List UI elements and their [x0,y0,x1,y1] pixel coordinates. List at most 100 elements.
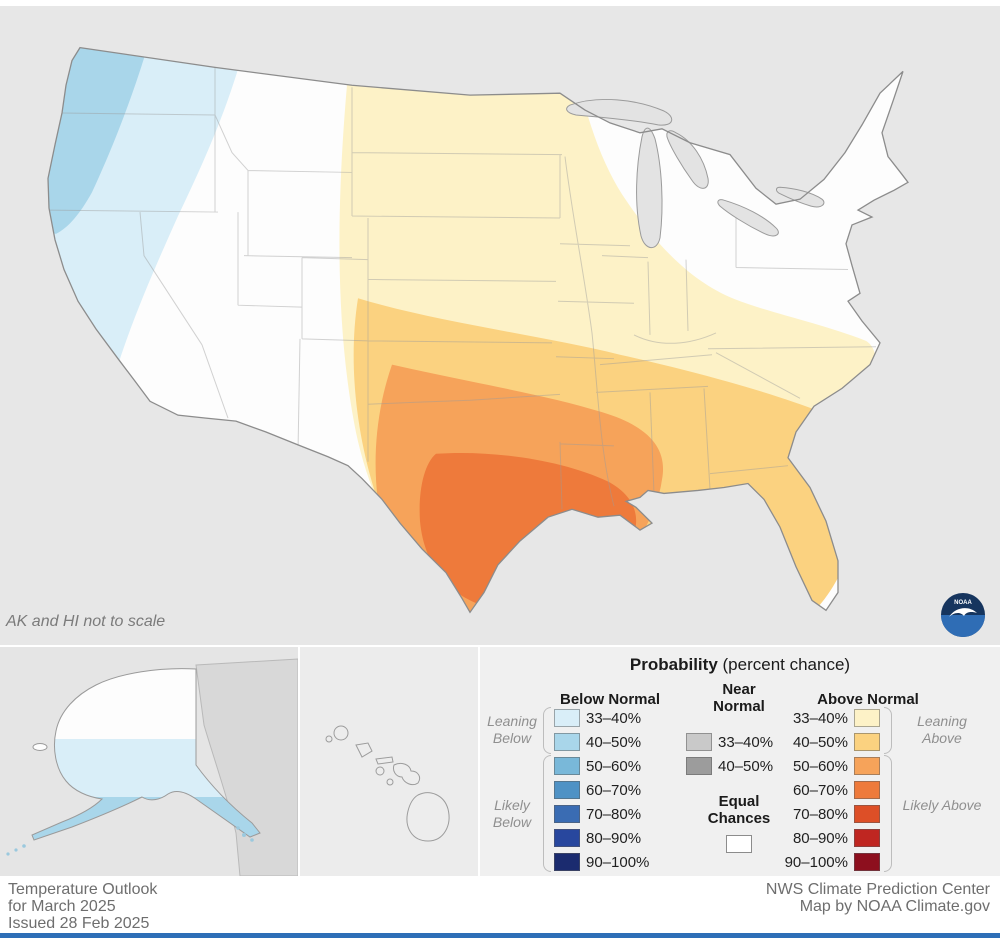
legend-row: 90–100% [774,853,880,871]
legend-row: 70–80% [554,805,649,823]
likely-below-label: Likely Below [492,797,532,830]
lake-erie [717,199,779,237]
us-outline [47,46,909,614]
legend-row: 40–50% [554,733,649,751]
legend-range-label: 90–100% [586,853,650,871]
noaa-logo-ocean [941,615,985,637]
legend-swatch [854,829,880,847]
legend-row: 33–40% [686,733,773,751]
legend-swatch [686,757,712,775]
lake-ontario [776,186,825,208]
legend-range-label: 40–50% [586,733,642,751]
hawaii-inset-panel [300,647,478,876]
noaa-logo-text: NOAA [954,600,972,606]
equal-chances-label: Equal Chances [707,793,771,827]
likely-below-bracket [543,755,551,872]
legend-swatch [554,853,580,871]
great-lakes [566,98,825,249]
conus-map [0,6,1000,645]
likely-above-bracket [884,755,892,872]
legend-row: 50–60% [774,757,880,775]
alaska-map [0,647,298,876]
island-lanai [375,766,385,776]
hawaii-map [300,647,478,876]
noaa-seagull-icon [949,608,977,617]
footer-title-line1: Temperature Outlook [8,881,158,898]
leaning-below-bracket [543,707,551,754]
legend-swatch [554,757,580,775]
legend-range-label: 80–90% [586,829,642,847]
legend-title: Probability (percent chance) [480,655,1000,675]
legend-range-label: 33–40% [792,709,848,727]
footer: Temperature Outlook for March 2025 Issue… [0,876,1000,933]
leaning-above-bracket [884,707,892,754]
above-normal-rows: 33–40% 40–50% 50–60% 60–70% 70–80% 80–90% 90–1… [774,709,880,877]
island-molokai [375,756,394,765]
legend-range-label: 80–90% [792,829,848,847]
island-kahoolawe [386,778,394,786]
legend-range-label: 33–40% [718,733,774,751]
footer-issued-line: Issued 28 Feb 2025 [8,915,150,932]
insets-row: Probability (percent chance) Below Norma… [0,645,1000,876]
legend-swatch [554,829,580,847]
legend-swatch [854,805,880,823]
footer-credit-line2: Map by NOAA Climate.gov [799,898,990,915]
noaa-logo: NOAA [941,593,985,637]
legend-range-label: 60–70% [792,781,848,799]
legend-row: 40–50% [774,733,880,751]
alaska-outline [31,668,261,841]
legend-range-label: 50–60% [586,757,642,775]
legend-range-label: 40–50% [792,733,848,751]
likely-above-label: Likely Above [902,797,982,813]
legend-panel: Probability (percent chance) Below Norma… [480,647,1000,876]
state-borders [49,47,877,510]
leaning-above-label: Leaning Above [917,713,967,746]
legend-row: 80–90% [774,829,880,847]
legend-range-label: 40–50% [718,757,774,775]
island-maui [393,762,421,786]
legend-row: 60–70% [774,781,880,799]
legend-range-label: 33–40% [586,709,642,727]
legend-range-label: 70–80% [792,805,848,823]
legend-swatch [554,733,580,751]
legend-row: 33–40% [554,709,649,727]
legend-range-label: 70–80% [586,805,642,823]
lake-michigan [636,127,663,249]
legend-row: 80–90% [554,829,649,847]
legend-swatch [854,733,880,751]
legend-swatch [554,781,580,799]
legend-range-label: 90–100% [784,853,848,871]
island-oahu [355,742,373,758]
alaska-inset-panel [0,647,298,876]
legend-swatch [686,733,712,751]
legend-swatch [854,853,880,871]
hawaiian-islands [325,725,450,842]
footer-title-block: Temperature Outlook for March 2025 Issue… [8,881,157,933]
st-lawrence-island [32,743,48,751]
leaning-below-label: Leaning Below [487,713,537,746]
island-hawaii [406,792,450,842]
island-kauai [333,725,349,741]
near-normal-header: Near Normal [713,681,765,715]
legend-swatch [854,781,880,799]
bottom-accent-bar [0,933,1000,938]
legend-row: 90–100% [554,853,649,871]
legend-swatch [854,709,880,727]
legend-swatch [554,709,580,727]
lake-superior [566,98,673,126]
lake-huron [666,130,709,189]
canada-landmass [195,658,298,876]
above-normal-header: Above Normal [817,691,919,708]
below-normal-header: Below Normal [559,691,661,708]
footer-title-line2: for March 2025 [8,898,116,915]
legend-swatch [854,757,880,775]
near-normal-rows: 33–40% 40–50% [686,733,773,781]
scale-note: AK and HI not to scale [6,613,166,630]
legend-row: 40–50% [686,757,773,775]
footer-credit-block: NWS Climate Prediction Center Map by NOA… [766,881,990,933]
legend-row: 50–60% [554,757,649,775]
equal-chances-swatch [726,835,752,853]
legend-range-label: 60–70% [586,781,642,799]
legend-swatch [554,805,580,823]
